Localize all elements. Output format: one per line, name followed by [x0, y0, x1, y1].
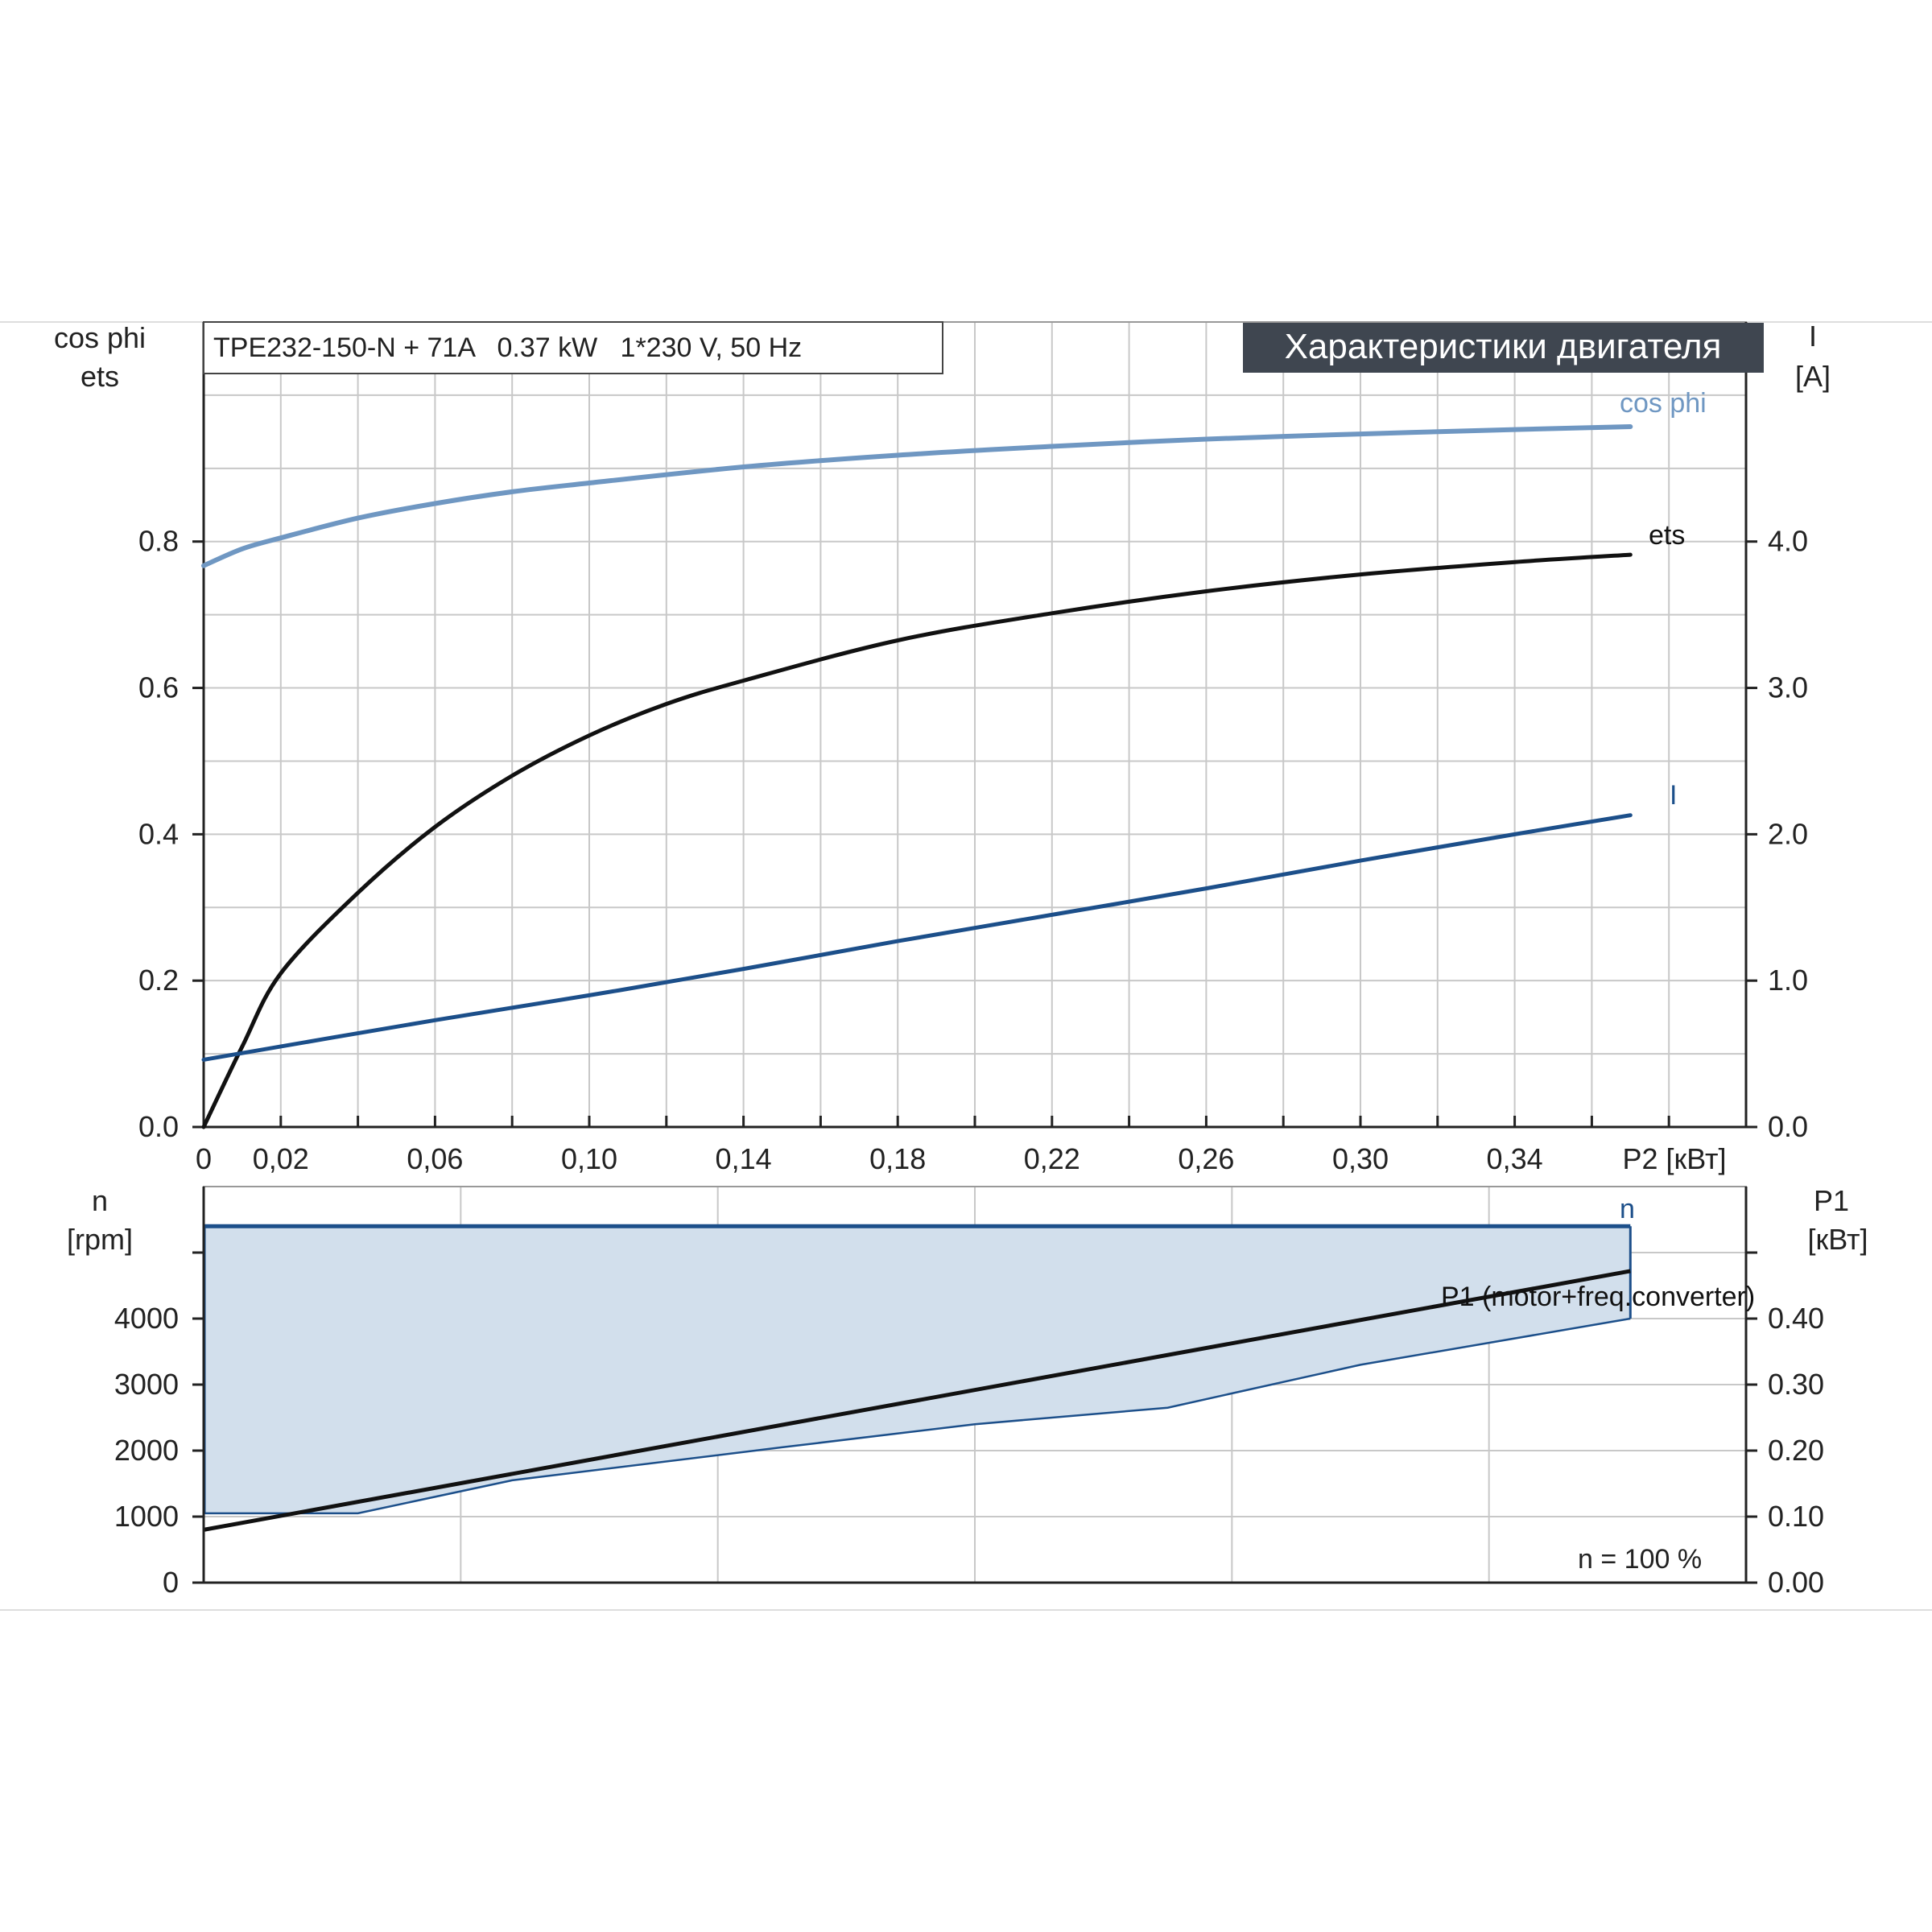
upper-y-left-title-cosphi: cos phi — [54, 321, 146, 354]
lower-y-right-tick-label: 0.40 — [1768, 1302, 1824, 1335]
speed-curve-label: n — [1620, 1194, 1635, 1224]
upper-x-tick-label: 0,26 — [1178, 1142, 1234, 1175]
operating-range-area — [204, 1226, 1631, 1513]
upper-x-tick-label: 0,14 — [716, 1142, 772, 1175]
title-box-text: TPE232-150-N + 71A 0.37 kW 1*230 V, 50 H… — [213, 332, 802, 363]
upper-y-left-title-ets: ets — [80, 360, 119, 393]
p1-curve — [203, 1269, 1631, 1532]
upper-x-tick-label: 0,18 — [869, 1142, 926, 1175]
lower-y-left-title-rpm: [rpm] — [67, 1223, 133, 1256]
upper-y-right-tick-label: 0.0 — [1768, 1110, 1808, 1143]
upper-y-left-tick-label: 0.4 — [138, 817, 179, 850]
lower-y-right-tick-label: 0.20 — [1768, 1434, 1824, 1467]
upper-plot-grid — [203, 321, 1747, 1128]
upper-y-right-tick-label: 4.0 — [1768, 525, 1808, 558]
upper-y-right-tick-label: 2.0 — [1768, 817, 1808, 850]
lower-y-right-title-kw: [кВт] — [1807, 1223, 1868, 1256]
upper-curves — [201, 424, 1633, 1129]
upper-x-tick-label: 0,30 — [1332, 1142, 1389, 1175]
title-box — [203, 321, 943, 374]
current-curve-label: I — [1670, 780, 1677, 811]
upper-y-left-tick-label: 0.6 — [138, 671, 179, 704]
lower-y-left-tick-label: 4000 — [114, 1302, 179, 1335]
upper-y-right-title-current: I — [1809, 320, 1817, 353]
lower-curves — [203, 1224, 1632, 1532]
p1-curve-label: P1 (motor+freq.converter) — [1441, 1282, 1755, 1312]
ets-curve — [201, 552, 1633, 1129]
upper-x-tick-label: 0 — [196, 1142, 212, 1175]
upper-x-tick-label: 0,34 — [1487, 1142, 1543, 1175]
upper-y-right-tick-label: 1.0 — [1768, 964, 1808, 997]
upper-y-left-tick-label: 0.2 — [138, 964, 179, 997]
cosphi-curve — [201, 424, 1633, 568]
upper-y-left-tick-label: 0.8 — [138, 525, 179, 558]
lower-y-left-tick-label: 1000 — [114, 1500, 179, 1533]
upper-x-tick-label: 0,22 — [1024, 1142, 1080, 1175]
lower-y-left-tick-label: 0 — [163, 1566, 179, 1599]
upper-y-left-tick-label: 0.0 — [138, 1110, 179, 1143]
upper-axis-ticks: 0 0,02 0,06 0,10 0,14 0,18 0,22 0,26 0,30 0,34 0.0… — [138, 525, 1808, 1175]
ets-curve-label: ets — [1649, 520, 1685, 551]
cosphi-curve-label: cos phi — [1620, 388, 1707, 419]
upper-x-tick-label: 0,10 — [561, 1142, 617, 1175]
upper-x-tick-label: 0,02 — [253, 1142, 309, 1175]
lower-axis-ticks: 0 1000 2000 3000 4000 0.00 0.10 0.20 0.30 0.40 — [114, 1251, 1824, 1599]
lower-y-left-title-n: n — [92, 1184, 108, 1217]
upper-y-right-title-amp-unit: [A] — [1795, 360, 1831, 393]
upper-x-axis-title: P2 [кВт] — [1622, 1142, 1726, 1175]
lower-y-left-tick-label: 2000 — [114, 1434, 179, 1467]
current-curve — [201, 813, 1633, 1062]
upper-y-right-tick-label: 3.0 — [1768, 671, 1808, 704]
upper-x-tick-label: 0,06 — [407, 1142, 463, 1175]
speed-percent-annotation: n = 100 % — [1578, 1544, 1702, 1575]
badge-text: Характеристики двигателя — [1285, 327, 1722, 366]
lower-y-right-tick-label: 0.10 — [1768, 1500, 1824, 1533]
operating-range-lower-boundary — [204, 1317, 1631, 1515]
lower-y-right-tick-label: 0.30 — [1768, 1368, 1824, 1401]
badge-background — [1243, 323, 1764, 373]
lower-y-left-tick-label: 3000 — [114, 1368, 179, 1401]
lower-y-right-title-p1: P1 — [1814, 1184, 1849, 1217]
lower-y-right-tick-label: 0.00 — [1768, 1566, 1824, 1599]
